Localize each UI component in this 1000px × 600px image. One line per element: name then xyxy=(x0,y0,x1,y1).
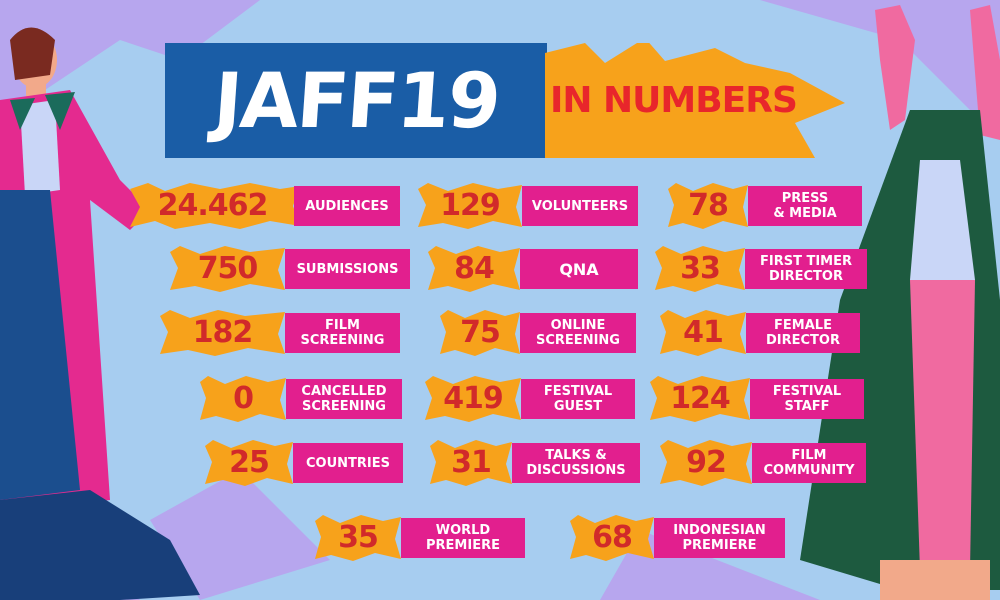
stat-value: 84 xyxy=(454,251,495,286)
title-banner: JAFF19 xyxy=(165,43,547,158)
stat-value: 92 xyxy=(686,445,727,480)
stat-label: QNA xyxy=(520,249,638,289)
number-burst xyxy=(425,376,521,422)
stat-value: 24.462 xyxy=(157,188,269,223)
stat-label: WORLD PREMIERE xyxy=(401,518,525,558)
stat-label: ONLINE SCREENING xyxy=(520,313,636,353)
number-burst xyxy=(430,440,512,486)
number-burst xyxy=(660,440,752,486)
number-burst xyxy=(668,183,748,229)
number-burst xyxy=(440,310,520,356)
stat-label: PRESS & MEDIA xyxy=(748,186,862,226)
stat-female-director: 41 FEMALE DIRECTOR xyxy=(660,310,860,356)
stat-indonesian-premiere: 68 INDONESIAN PREMIERE xyxy=(570,515,785,561)
stat-label: FIRST TIMER DIRECTOR xyxy=(745,249,867,289)
stat-label: CANCELLED SCREENING xyxy=(286,379,402,419)
stat-value: 75 xyxy=(460,315,501,350)
number-burst xyxy=(570,515,654,561)
stat-value: 68 xyxy=(592,520,633,555)
stat-qna: 84 QNA xyxy=(428,246,638,292)
stat-value: 419 xyxy=(443,381,504,416)
stat-value: 750 xyxy=(197,251,259,286)
number-burst xyxy=(130,183,300,229)
stat-value: 78 xyxy=(688,188,729,223)
number-burst xyxy=(428,246,520,292)
stat-label: INDONESIAN PREMIERE xyxy=(654,518,785,558)
stat-festival-staff: 124 FESTIVAL STAFF xyxy=(650,376,864,422)
stat-world-premiere: 35 WORLD PREMIERE xyxy=(315,515,525,561)
stat-countries: 25 COUNTRIES xyxy=(205,440,403,486)
stat-first-timer-director: 33 FIRST TIMER DIRECTOR xyxy=(655,246,867,292)
stat-value: 41 xyxy=(683,315,724,350)
number-burst xyxy=(660,310,746,356)
stat-label: FESTIVAL GUEST xyxy=(521,379,635,419)
stat-label: SUBMISSIONS xyxy=(285,249,410,289)
stat-press-media: 78 PRESS & MEDIA xyxy=(668,183,862,229)
stat-value: 35 xyxy=(338,520,379,555)
number-burst xyxy=(170,246,285,292)
stat-value: 33 xyxy=(680,251,721,286)
stat-talks-discussions: 31 TALKS & DISCUSSIONS xyxy=(430,440,640,486)
stat-value: 0 xyxy=(233,381,254,416)
left-character-illustration xyxy=(0,27,200,600)
stat-label: FESTIVAL STAFF xyxy=(750,379,864,419)
stat-label: VOLUNTEERS xyxy=(522,186,638,226)
number-burst xyxy=(315,515,401,561)
number-burst xyxy=(655,246,745,292)
stat-label: FEMALE DIRECTOR xyxy=(746,313,860,353)
number-burst xyxy=(650,376,750,422)
stat-value: 124 xyxy=(670,381,731,416)
stat-audiences: 24.462 AUDIENCES xyxy=(130,183,400,229)
page-title: JAFF19 xyxy=(210,56,502,145)
stat-cancelled-screening: 0 CANCELLED SCREENING xyxy=(200,376,402,422)
number-burst xyxy=(205,440,293,486)
stat-value: 25 xyxy=(229,445,270,480)
stat-volunteers: 129 VOLUNTEERS xyxy=(418,183,638,229)
stat-film-community: 92 FILM COMMUNITY xyxy=(660,440,866,486)
stat-value: 129 xyxy=(440,188,501,223)
stat-label: AUDIENCES xyxy=(294,186,400,226)
number-burst xyxy=(200,376,286,422)
stat-film-screening: 182 FILM SCREENING xyxy=(160,310,400,356)
subtitle-burst xyxy=(545,43,845,158)
number-burst xyxy=(418,183,522,229)
page-subtitle: IN NUMBERS xyxy=(550,80,798,121)
stat-label: FILM SCREENING xyxy=(285,313,400,353)
stat-submissions: 750 SUBMISSIONS xyxy=(170,246,410,292)
stat-label: FILM COMMUNITY xyxy=(752,443,866,483)
stat-festival-guest: 419 FESTIVAL GUEST xyxy=(425,376,635,422)
stat-value: 182 xyxy=(192,315,254,350)
stat-label: TALKS & DISCUSSIONS xyxy=(512,443,640,483)
number-burst xyxy=(160,310,285,356)
stat-online-screening: 75 ONLINE SCREENING xyxy=(440,310,636,356)
stat-label: COUNTRIES xyxy=(293,443,403,483)
stat-value: 31 xyxy=(451,445,492,480)
